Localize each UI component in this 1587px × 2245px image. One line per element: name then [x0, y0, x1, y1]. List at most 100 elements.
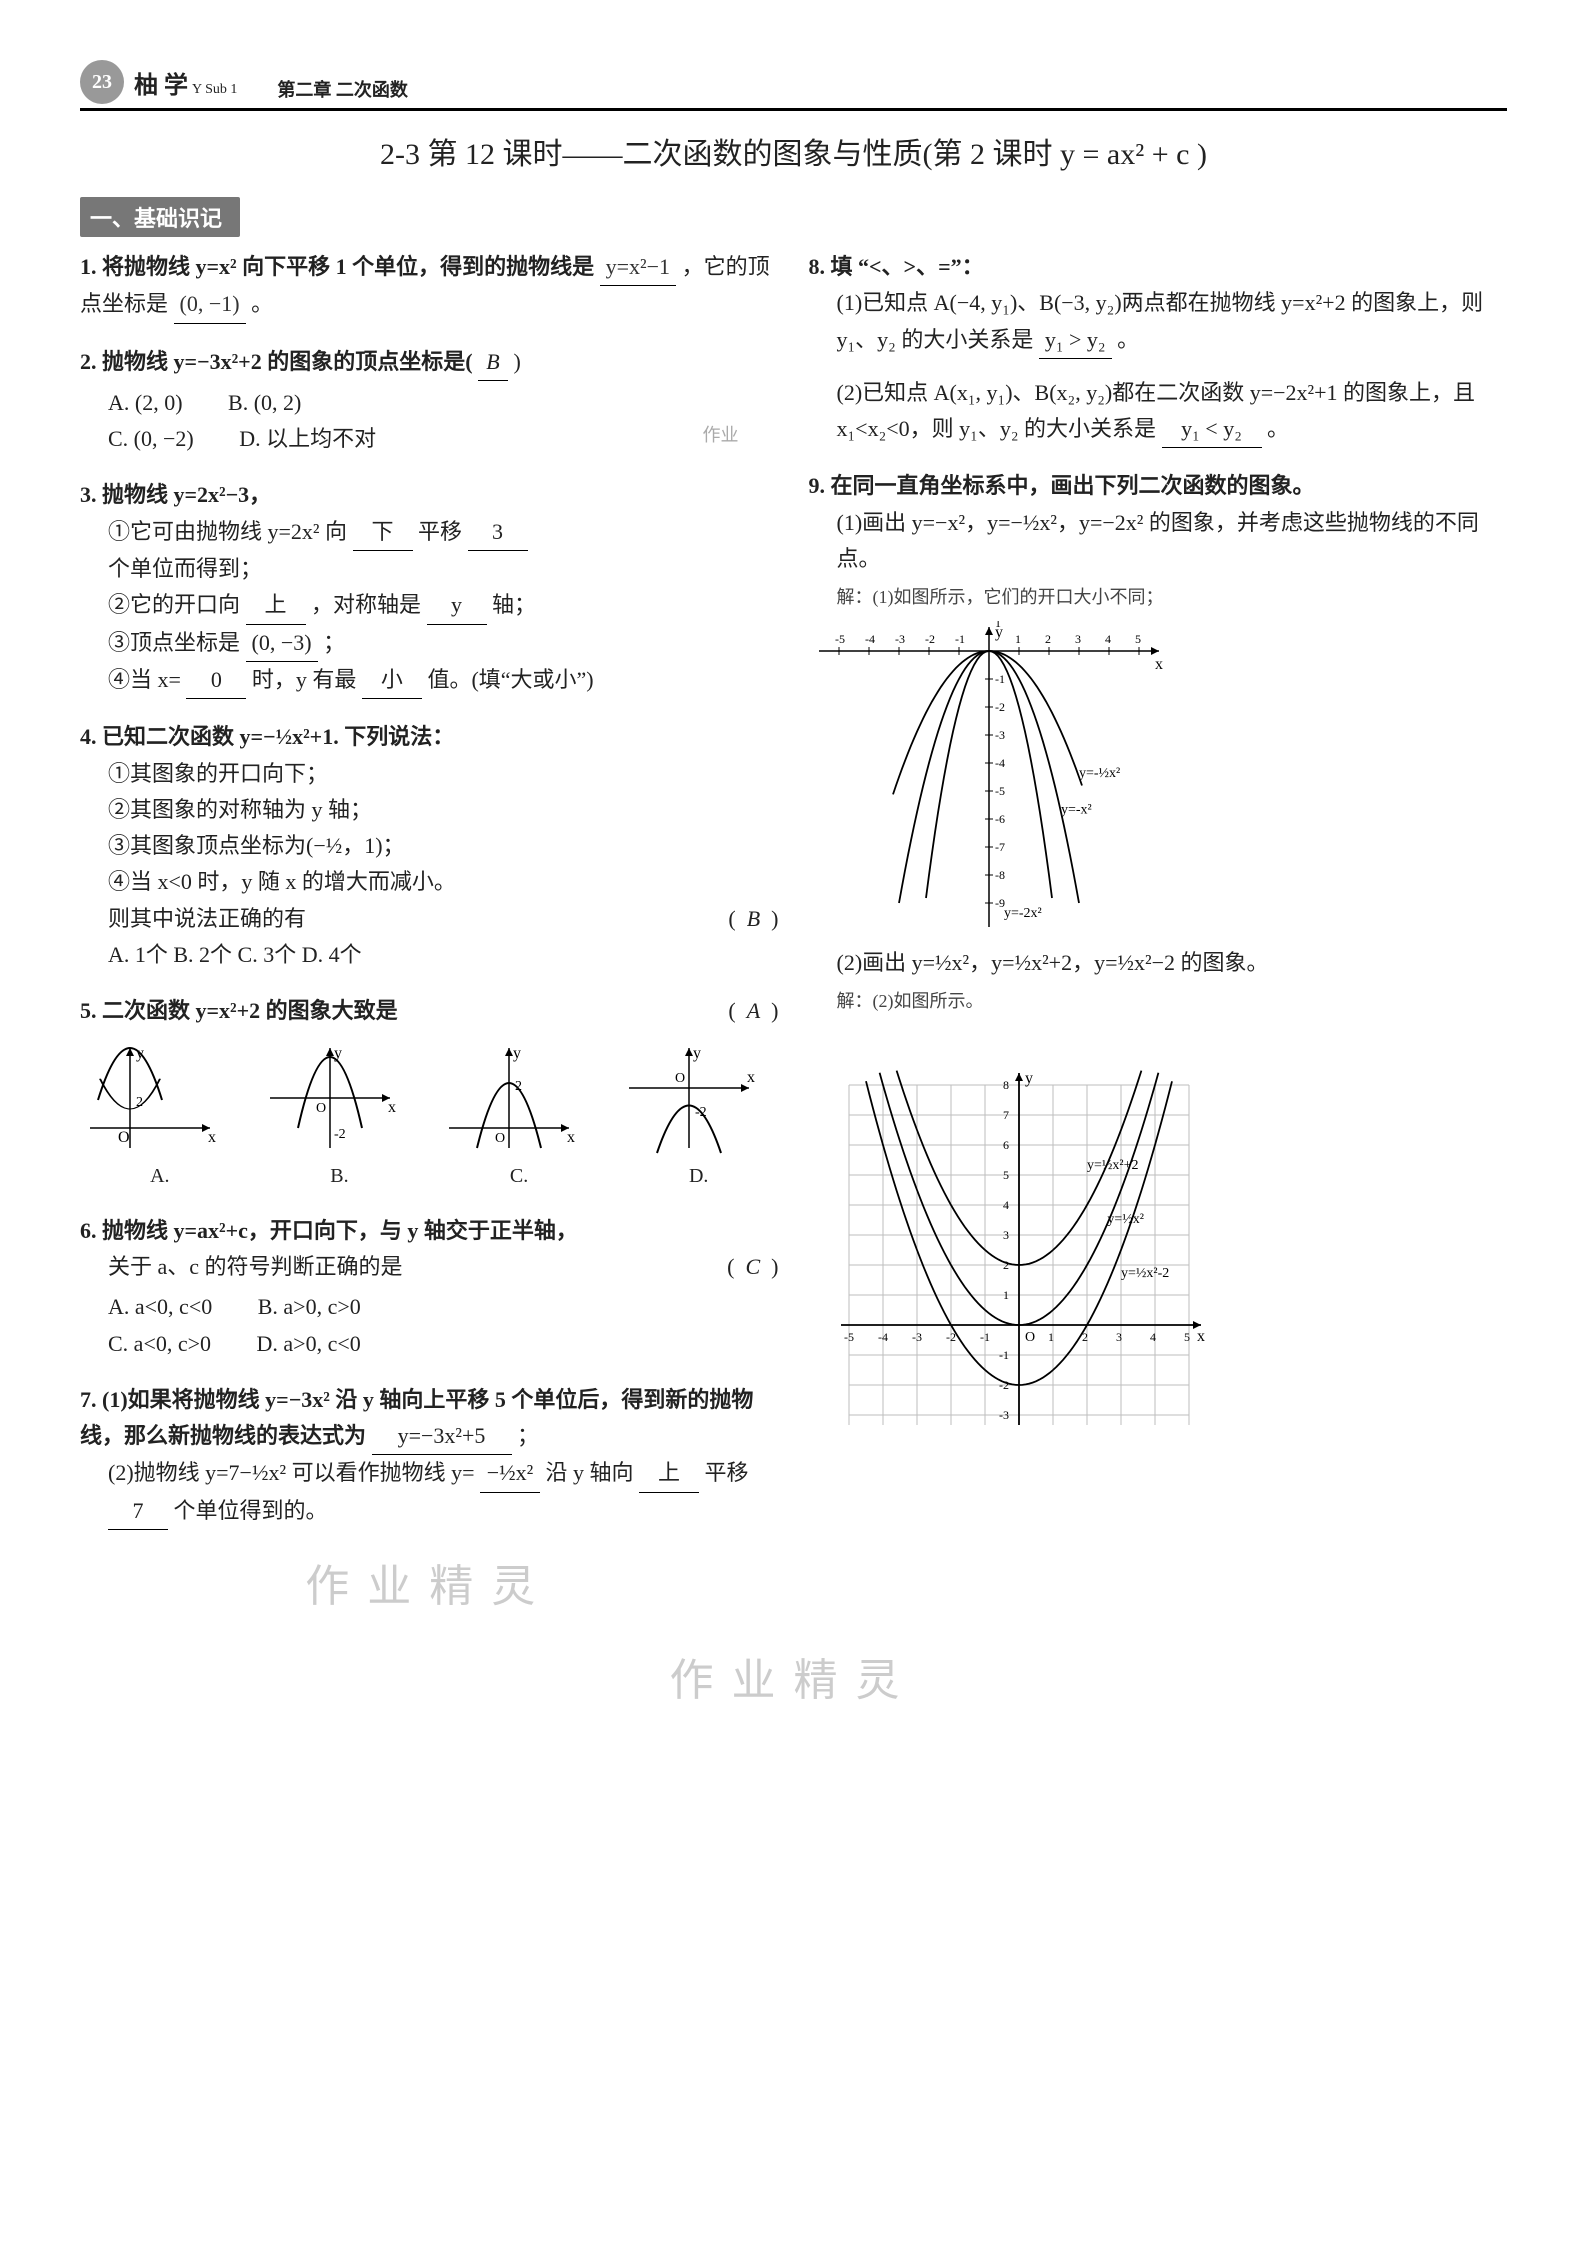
- q2-opt-c: C. (0, −2): [108, 421, 194, 457]
- q3-l2b: ，对称轴是: [311, 592, 421, 617]
- svg-text:5: 5: [1184, 1330, 1190, 1344]
- q9-graph-2: yxO-5-4-3-2-11234512345678-1-2-3-4y=½x²+…: [809, 1025, 1508, 1425]
- svg-text:1: 1: [995, 621, 1001, 630]
- svg-text:y=-½x²: y=-½x²: [1079, 766, 1120, 781]
- question-8: 8. 填 “<、>、=”： (1)已知点 A(−4, y₁)、B(−3, y₂)…: [809, 249, 1508, 448]
- q6-optd: D. a>0, c<0: [257, 1326, 361, 1362]
- chapter-label: 第二章 二次函数: [277, 76, 408, 104]
- svg-text:O: O: [118, 1129, 130, 1146]
- q7-blank-4[interactable]: 7: [108, 1493, 168, 1530]
- q3-blank-2[interactable]: 3: [468, 514, 528, 551]
- q5-label-a: A.: [80, 1160, 240, 1193]
- q4-s1: ①其图象的开口向下；: [108, 756, 779, 792]
- q3-blank-6[interactable]: 0: [186, 662, 246, 699]
- q3-blank-7[interactable]: 小: [362, 662, 422, 699]
- page-header: 23 柚 学 Y Sub 1 第二章 二次函数: [80, 60, 1507, 111]
- q3-l2c: 轴；: [492, 592, 536, 617]
- q3-l1a: ①它可由抛物线 y=2x² 向: [108, 519, 347, 544]
- q6-line2: 关于 a、c 的符号判断正确的是: [108, 1254, 403, 1279]
- q2-text-end: ): [514, 349, 521, 374]
- q1-blank-1[interactable]: y=x²−1: [600, 249, 676, 286]
- q3-l1c: 个单位而得到；: [108, 551, 779, 587]
- svg-text:6: 6: [1003, 1138, 1009, 1152]
- svg-text:O: O: [1025, 1330, 1035, 1345]
- svg-text:-8: -8: [995, 868, 1005, 882]
- svg-text:x: x: [1155, 656, 1163, 673]
- q8-head: 8. 填 “<、>、=”：: [809, 249, 1508, 285]
- svg-text:O: O: [495, 1131, 505, 1146]
- q5-label-d: D.: [619, 1160, 779, 1193]
- question-9: 9. 在同一直角坐标系中，画出下列二次函数的图象。 (1)画出 y=−x²，y=…: [809, 468, 1508, 1425]
- svg-text:-6: -6: [995, 812, 1005, 826]
- q2-opt-a: A. (2, 0): [108, 385, 183, 421]
- svg-text:8: 8: [1003, 1078, 1009, 1092]
- two-column-layout: 1. 将抛物线 y=x² 向下平移 1 个单位，得到的抛物线是 y=x²−1 ，…: [80, 249, 1507, 1614]
- question-5: 5. 二次函数 y=x²+2 的图象大致是 ( A ) O y x 2: [80, 993, 779, 1192]
- svg-text:3: 3: [1003, 1228, 1009, 1242]
- three-down-parabolas-chart: yx-5-4-3-2-1123451-1-2-3-4-5-6-7-8-9y=-x…: [809, 621, 1169, 931]
- parabola-b-icon: y x O -2: [260, 1038, 400, 1158]
- q5-option-c: y x O 2 C.: [439, 1038, 599, 1193]
- svg-text:y=½x²: y=½x²: [1107, 1212, 1144, 1227]
- svg-text:-1: -1: [955, 632, 965, 646]
- q1-blank-2[interactable]: (0, −1): [174, 286, 246, 323]
- page-number-badge: 23: [80, 60, 124, 104]
- q5-option-b: y x O -2 B.: [260, 1038, 420, 1193]
- watermark-2: 作业精灵: [80, 1644, 1507, 1708]
- q5-answer[interactable]: A: [747, 998, 760, 1023]
- q5-label-b: B.: [260, 1160, 420, 1193]
- svg-text:y=-2x²: y=-2x²: [1004, 906, 1042, 921]
- q7-blank-3[interactable]: 上: [639, 1455, 699, 1492]
- q7-blank-1[interactable]: y=−3x²+5: [372, 1418, 512, 1455]
- q3-l4a: ④当 x=: [108, 667, 181, 692]
- q6-answer[interactable]: C: [745, 1254, 760, 1279]
- q6-optb: B. a>0, c>0: [258, 1289, 361, 1325]
- q3-blank-3[interactable]: 上: [246, 587, 306, 624]
- svg-text:-3: -3: [912, 1330, 922, 1344]
- q8-blank-2[interactable]: y₁ < y₂: [1162, 411, 1262, 448]
- q7-p2d: 个单位得到的。: [174, 1498, 328, 1523]
- q4-answer[interactable]: B: [747, 906, 760, 931]
- svg-text:7: 7: [1003, 1108, 1009, 1122]
- svg-text:2: 2: [1045, 632, 1051, 646]
- svg-text:-2: -2: [995, 700, 1005, 714]
- q4-opts: A. 1个 B. 2个 C. 3个 D. 4个: [108, 937, 779, 973]
- question-6: 6. 抛物线 y=ax²+c，开口向下，与 y 轴交于正半轴， 关于 a、c 的…: [80, 1213, 779, 1362]
- q4-tail: 则其中说法正确的有: [108, 906, 306, 931]
- left-column: 1. 将抛物线 y=x² 向下平移 1 个单位，得到的抛物线是 y=x²−1 ，…: [80, 249, 779, 1614]
- svg-text:1: 1: [1003, 1288, 1009, 1302]
- q3-head: 3. 抛物线 y=2x²−3，: [80, 477, 779, 513]
- q2-text: 2. 抛物线 y=−3x²+2 的图象的顶点坐标是(: [80, 349, 473, 374]
- q3-blank-5[interactable]: (0, −3): [246, 625, 318, 662]
- q9-graph-1: yx-5-4-3-2-1123451-1-2-3-4-5-6-7-8-9y=-x…: [809, 621, 1508, 931]
- svg-text:4: 4: [1105, 632, 1111, 646]
- svg-text:4: 4: [1150, 1330, 1156, 1344]
- svg-text:O: O: [316, 1101, 326, 1116]
- svg-text:O: O: [675, 1071, 685, 1086]
- q8-p1a: (1)已知点 A(−4, y₁)、B(−3, y₂)两点都在抛物线 y=x²+2…: [837, 290, 1484, 351]
- svg-text:5: 5: [1003, 1168, 1009, 1182]
- svg-text:-3: -3: [999, 1408, 1009, 1422]
- q3-blank-4[interactable]: y: [427, 587, 487, 624]
- q4-s2: ②其图象的对称轴为 y 轴；: [108, 792, 779, 828]
- svg-text:y=-x²: y=-x²: [1061, 802, 1092, 817]
- svg-text:-5: -5: [835, 632, 845, 646]
- question-3: 3. 抛物线 y=2x²−3， ①它可由抛物线 y=2x² 向 下 平移 3 个…: [80, 477, 779, 699]
- logo: 柚 学 Y Sub 1: [134, 65, 237, 100]
- q8-p1b: 。: [1117, 327, 1139, 352]
- q3-blank-1[interactable]: 下: [353, 514, 413, 551]
- q2-opt-d: D. 以上均不对: [239, 421, 376, 457]
- q1-text-c: 。: [251, 291, 273, 316]
- lesson-title: 2-3 第 12 课时——二次函数的图象与性质(第 2 课时 y = ax² +…: [80, 129, 1507, 173]
- svg-text:-4: -4: [878, 1330, 888, 1344]
- q5-option-a: O y x 2 A.: [80, 1038, 240, 1193]
- q8-blank-1[interactable]: y₁ > y₂: [1039, 322, 1112, 359]
- q2-options: A. (2, 0) B. (0, 2) C. (0, −2) D. 以上均不对 …: [108, 385, 779, 458]
- q7-blank-2[interactable]: −½x²: [480, 1455, 540, 1492]
- svg-text:-4: -4: [865, 632, 875, 646]
- q9-p2: (2)画出 y=½x²，y=½x²+2，y=½x²−2 的图象。: [837, 945, 1508, 981]
- q2-answer[interactable]: B: [478, 344, 508, 381]
- three-up-parabolas-chart: yxO-5-4-3-2-11234512345678-1-2-3-4y=½x²+…: [809, 1025, 1229, 1425]
- svg-text:-1: -1: [995, 672, 1005, 686]
- q6-options: A. a<0, c<0 B. a>0, c>0 C. a<0, c>0 D. a…: [108, 1289, 779, 1362]
